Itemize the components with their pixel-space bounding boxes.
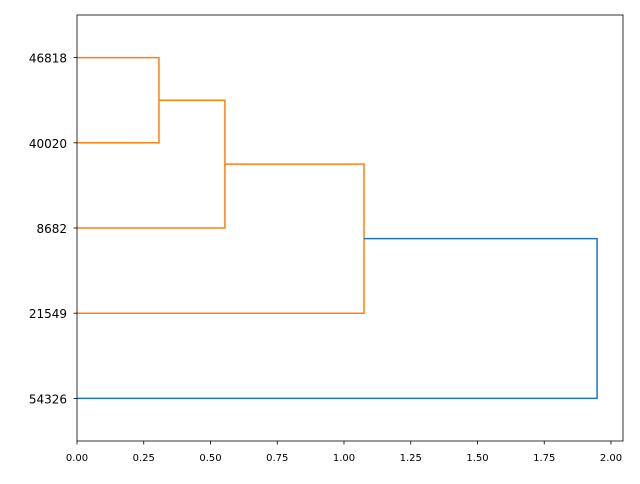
y-tick-label: 54326: [29, 392, 67, 406]
x-tick-label: 0.00: [66, 453, 88, 464]
dendrogram-link: [77, 99, 226, 229]
dendrogram-link: [77, 56, 160, 144]
y-tick-label: 46818: [29, 52, 67, 66]
y-tick-label: 40020: [29, 137, 67, 151]
dendrogram-link: [77, 163, 365, 314]
x-tick-label: 2.00: [600, 453, 622, 464]
plot-frame: [76, 14, 624, 442]
y-tick-label: 21549: [29, 307, 67, 321]
x-tick-label: 1.00: [333, 453, 355, 464]
x-tick-label: 1.25: [400, 453, 422, 464]
x-tick-label: 1.75: [533, 453, 555, 464]
dendrogram-link: [77, 237, 598, 400]
y-tick-label: 8682: [36, 222, 67, 236]
x-tick-label: 0.75: [266, 453, 288, 464]
x-tick-label: 1.50: [466, 453, 488, 464]
x-tick-label: 0.25: [133, 453, 155, 464]
x-tick-label: 0.50: [199, 453, 221, 464]
